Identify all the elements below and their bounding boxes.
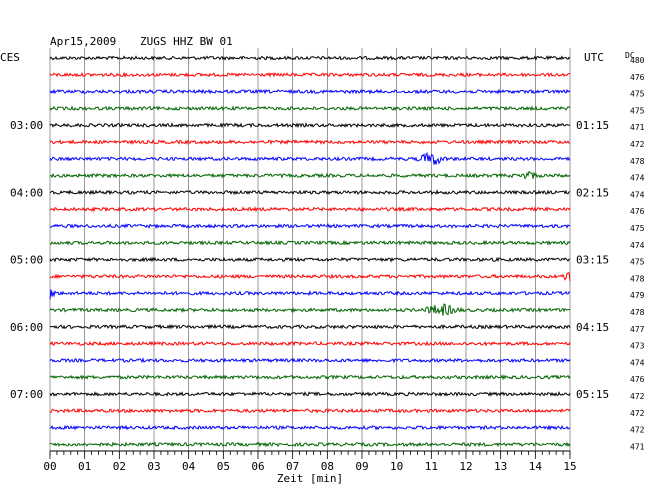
trace-line xyxy=(49,151,571,165)
header-date: Apr15,2009 xyxy=(50,35,116,48)
x-tick-label: 07 xyxy=(286,460,299,473)
right-time-label: 02:15 xyxy=(576,186,609,199)
dc-value: 478 xyxy=(630,157,645,166)
dc-label: DC xyxy=(625,51,635,60)
trace-line xyxy=(49,391,571,397)
trace-line xyxy=(49,55,571,61)
dc-value: 476 xyxy=(630,375,645,384)
trace-line xyxy=(49,289,571,300)
left-time-label: 03:00 xyxy=(10,119,43,132)
x-tick-label: 05 xyxy=(217,460,230,473)
trace-line xyxy=(49,272,571,282)
dc-value: 472 xyxy=(630,426,645,435)
trace-line xyxy=(49,206,571,213)
trace-line xyxy=(49,374,571,381)
header-station: ZUGS HHZ BW 01 xyxy=(140,35,233,48)
x-tick-label: 06 xyxy=(251,460,264,473)
dc-value: 478 xyxy=(630,274,645,283)
dc-value: 473 xyxy=(630,342,645,351)
trace-line xyxy=(49,122,571,129)
left-time-label: 06:00 xyxy=(10,321,43,334)
trace-line xyxy=(49,424,571,431)
x-tick-label: 10 xyxy=(390,460,403,473)
row-labels: 03:00 04:00 05:00 06:00 07:00 01:15 02:15 03:15… xyxy=(10,56,645,451)
trace-line xyxy=(49,139,571,145)
x-tick-label: 02 xyxy=(113,460,126,473)
trace-line xyxy=(49,71,570,78)
dc-value: 471 xyxy=(630,442,645,451)
x-tick-label: 12 xyxy=(459,460,472,473)
dc-value: 475 xyxy=(630,258,645,267)
right-timezone-label: UTC xyxy=(584,51,604,64)
grid-lines xyxy=(49,48,571,455)
x-tick-label: 03 xyxy=(147,460,160,473)
trace-line xyxy=(49,88,571,95)
dc-value: 472 xyxy=(630,409,645,418)
left-timezone-label: CES xyxy=(0,51,20,64)
x-tick-label: 08 xyxy=(321,460,334,473)
x-tick-label: 01 xyxy=(78,460,91,473)
trace-line xyxy=(49,105,571,112)
dc-value: 471 xyxy=(630,123,645,132)
dc-value: 474 xyxy=(630,241,645,250)
x-tick-label: 13 xyxy=(494,460,507,473)
x-tick-label: 09 xyxy=(355,460,368,473)
trace-line xyxy=(49,256,570,263)
dc-value: 474 xyxy=(630,190,645,199)
trace-line xyxy=(49,170,571,180)
x-tick-label: 15 xyxy=(563,460,576,473)
dc-value: 475 xyxy=(630,106,645,115)
dc-value: 474 xyxy=(630,174,645,183)
dc-value: 472 xyxy=(630,392,645,401)
trace-line xyxy=(49,303,571,316)
trace-line xyxy=(49,340,571,347)
trace-line xyxy=(49,441,571,448)
dc-value: 477 xyxy=(630,325,645,334)
dc-value: 474 xyxy=(630,358,645,367)
dc-value: 472 xyxy=(630,140,645,149)
trace-line xyxy=(50,223,571,230)
x-axis-label: Zeit [min] xyxy=(277,472,343,485)
x-axis: 00 01 02 03 04 05 06 07 08 09 10 11 12 13 14 15 xyxy=(43,450,577,473)
left-time-label: 05:00 xyxy=(10,254,43,267)
trace-group xyxy=(49,55,571,448)
left-time-label: 04:00 xyxy=(10,186,43,199)
x-tick-label: 00 xyxy=(43,460,56,473)
dc-value: 475 xyxy=(630,90,645,99)
dc-value: 476 xyxy=(630,207,645,216)
left-time-label: 07:00 xyxy=(10,388,43,401)
trace-line xyxy=(49,357,571,364)
right-time-label: 04:15 xyxy=(576,321,609,334)
trace-line xyxy=(49,323,571,330)
right-time-label: 03:15 xyxy=(576,254,609,267)
dc-value: 476 xyxy=(630,73,645,82)
trace-line xyxy=(49,189,571,196)
x-tick-label: 11 xyxy=(425,460,438,473)
dc-value: 478 xyxy=(630,308,645,317)
trace-line xyxy=(49,239,571,246)
dc-value: 480 xyxy=(630,56,645,65)
right-time-label: 05:15 xyxy=(576,388,609,401)
x-tick-label: 04 xyxy=(182,460,196,473)
trace-line xyxy=(49,407,571,414)
dc-value: 475 xyxy=(630,224,645,233)
right-time-label: 01:15 xyxy=(576,119,609,132)
x-tick-label: 14 xyxy=(529,460,543,473)
dc-value: 479 xyxy=(630,291,645,300)
